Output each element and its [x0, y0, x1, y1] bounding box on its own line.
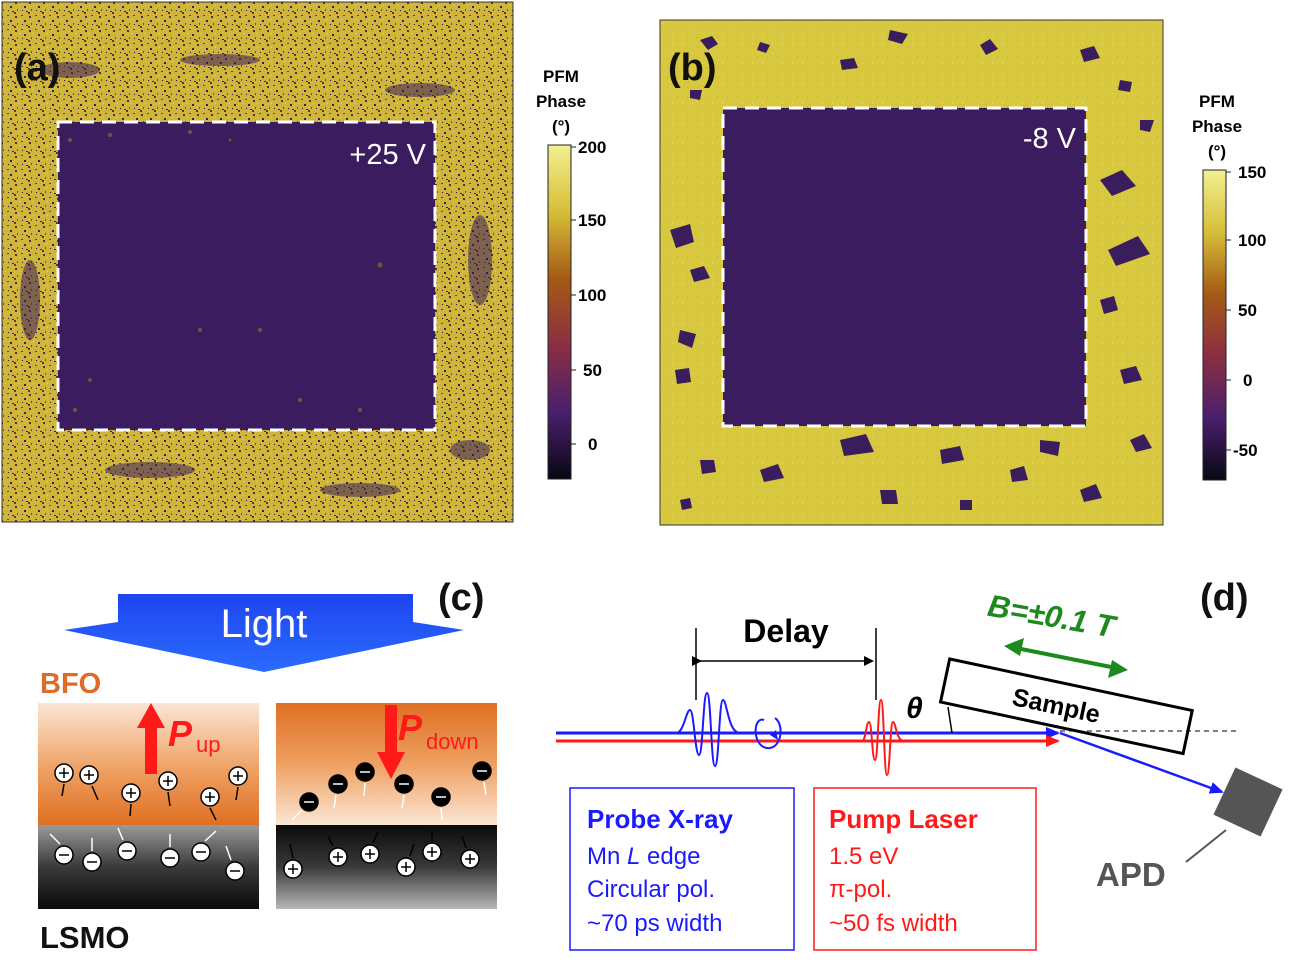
- field-label: B=±0.1 T: [985, 588, 1120, 645]
- polarization-down-arrow: [377, 705, 405, 779]
- colorbar-b: PFM Phase (°) 150 100 50 0 -50: [1192, 92, 1266, 481]
- poled-region-a: [58, 122, 435, 430]
- stack-p-down: P down: [276, 703, 497, 909]
- probe-line-1: Mn L edge: [587, 843, 700, 870]
- negative-charges-down: [299, 761, 492, 812]
- pump-line-3: ~50 fs width: [829, 910, 958, 937]
- domain-speckles-a: [20, 54, 492, 497]
- panel-label-c: (c): [438, 577, 484, 619]
- colorbar-b-tick-0: 150: [1238, 163, 1266, 182]
- theta-arc: [947, 706, 953, 734]
- theta-label: θ: [906, 692, 923, 725]
- lsmo-layer-up: [38, 825, 259, 909]
- charge-motion-arrows-down: [289, 781, 487, 859]
- sample-body: [938, 657, 1195, 756]
- colorbar-b-title-2: Phase: [1192, 117, 1242, 136]
- lsmo-layer-down: [276, 825, 497, 909]
- colorbar-a-tick-4: 0: [588, 435, 597, 454]
- apd-lead-line: [1185, 829, 1227, 863]
- colorbar-a-tick-0: 200: [578, 138, 606, 157]
- panel-label-a: (a): [14, 47, 60, 89]
- colorbar-a-title-3: (°): [552, 117, 570, 136]
- probe-line-2: Circular pol.: [587, 876, 715, 903]
- panel-b: (b) -8 V PFM Phase (°) 150 100 50 0 -50: [659, 19, 1266, 526]
- probe-info-box: [569, 787, 795, 951]
- colorbar-a: PFM Phase (°) 200 150 100 50 0: [536, 67, 606, 480]
- polarization-up-arrow: [137, 703, 165, 774]
- voltage-label-b: -8 V: [1023, 123, 1077, 155]
- colorbar-b-tick-1: 100: [1238, 231, 1266, 250]
- p-up-subscript: up: [196, 732, 220, 757]
- charge-motion-arrows-up: [49, 783, 239, 861]
- colorbar-b-title-1: PFM: [1199, 92, 1235, 111]
- colorbar-b-tick-4: -50: [1233, 441, 1258, 460]
- panel-c: (c) Light BFO LSMO P up: [38, 577, 497, 955]
- panel-label-b: (b): [668, 47, 717, 89]
- light-label: Light: [221, 602, 308, 646]
- colorbar-a-tick-3: 50: [583, 361, 602, 380]
- p-up-symbol: P: [168, 713, 193, 754]
- pump-pulse: [861, 698, 905, 777]
- delay-label: Delay: [743, 613, 829, 649]
- colorbar-b-gradient: [1202, 169, 1227, 481]
- panel-label-d: (d): [1200, 577, 1249, 619]
- p-down-subscript: down: [426, 729, 479, 754]
- bfo-label: BFO: [40, 668, 101, 700]
- lsmo-label: LSMO: [40, 920, 130, 955]
- poling-box-b: [721, 106, 1088, 428]
- field-arrow: [1004, 638, 1128, 678]
- probe-pulse: [675, 691, 741, 768]
- circular-polarization-icon: [754, 717, 782, 750]
- apd-label: APD: [1096, 856, 1166, 893]
- light-arrow: [64, 594, 464, 672]
- poled-region-b: [723, 108, 1086, 426]
- pump-title: Pump Laser: [829, 804, 978, 834]
- panel-a: (a) +25 V PFM Phase (°) 200 150 100 50 0: [1, 1, 606, 523]
- stack-p-up: P up: [38, 703, 259, 909]
- probe-title: Probe X-ray: [587, 804, 733, 834]
- sample: Sample: [938, 657, 1195, 756]
- panel-d: (d) Delay Sample θ B=±0.1 T AP: [556, 577, 1283, 951]
- colorbar-b-tick-3: 0: [1243, 371, 1252, 390]
- circular-polarization-arrowhead: [770, 730, 778, 740]
- poling-box-a: [56, 120, 437, 432]
- apd-detector: [1213, 767, 1283, 837]
- domain-islands-b: [670, 30, 1154, 510]
- poled-speckles-a: [68, 130, 383, 412]
- positive-charges-up: [54, 763, 248, 807]
- colorbar-a-title-1: PFM: [543, 67, 579, 86]
- colorbar-a-gradient: [547, 144, 572, 480]
- positive-charges-down: [283, 842, 480, 879]
- pump-line-2: π-pol.: [829, 876, 892, 903]
- p-down-symbol: P: [398, 707, 423, 748]
- colorbar-a-title-2: Phase: [536, 92, 586, 111]
- reflected-beam: [1059, 731, 1224, 794]
- pump-line-1: 1.5 eV: [829, 843, 898, 870]
- colorbar-b-tick-2: 50: [1238, 301, 1257, 320]
- pump-info-box: [813, 787, 1037, 951]
- colorbar-a-tick-2: 100: [578, 286, 606, 305]
- probe-line-3: ~70 ps width: [587, 910, 722, 937]
- negative-charges-up: [54, 841, 245, 881]
- voltage-label-a: +25 V: [349, 139, 426, 171]
- colorbar-a-tick-1: 150: [578, 211, 606, 230]
- colorbar-b-title-3: (°): [1208, 142, 1226, 161]
